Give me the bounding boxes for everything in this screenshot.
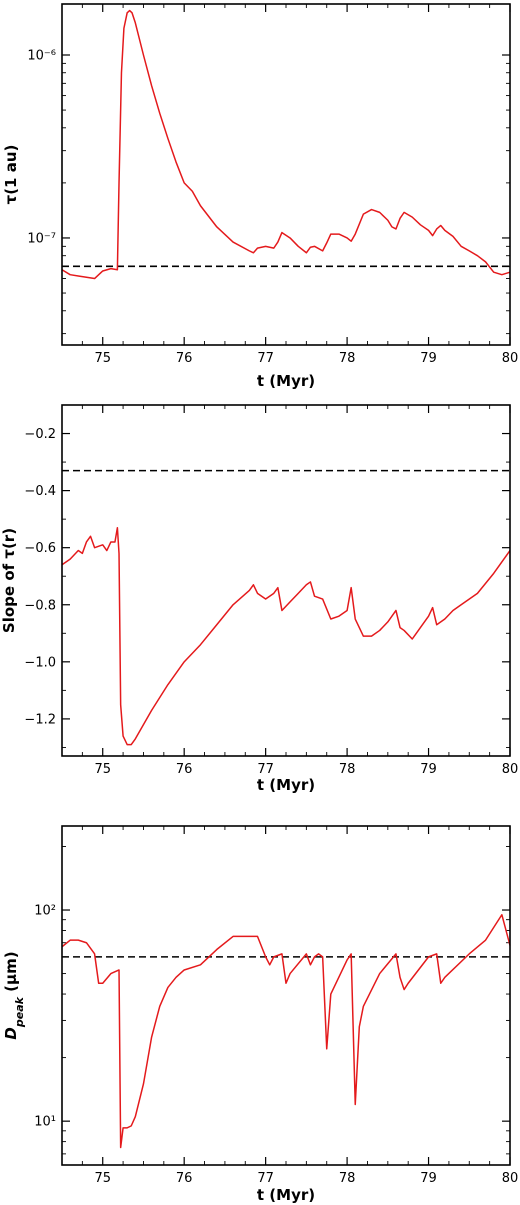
- y-tick-label: −0.2: [24, 427, 56, 442]
- x-tick-label: 78: [339, 351, 356, 366]
- axes-frame: [61, 3, 511, 346]
- x-axis-label: t (Myr): [257, 776, 315, 794]
- x-tick-label: 75: [94, 762, 111, 777]
- y-tick-label: −0.6: [24, 541, 56, 556]
- x-tick-label: 77: [257, 1171, 274, 1186]
- x-tick-label: 77: [257, 351, 274, 366]
- y-tick-label: −1.2: [24, 712, 56, 727]
- x-tick-label: 80: [502, 351, 519, 366]
- y-tick-label: −0.8: [24, 598, 56, 613]
- x-tick-label: 75: [94, 351, 111, 366]
- axes-frame: [61, 825, 511, 1166]
- panel-optical-depth: 75 76 77 78 79 80 10⁻⁷ 10⁻⁶ t (Myr) τ(1 au): [2, 3, 519, 390]
- y-axis-label: Dpeak (μm): [2, 951, 26, 1039]
- y-tick-label: 10⁻⁶: [27, 49, 56, 64]
- series-line: [61, 526, 511, 746]
- x-tick-label: 79: [420, 351, 437, 366]
- panel-slope: 75 76 77 78 79 80 −1.2 −1.0 −0.8 −0.6 −0.4 −0.2 t (M…: [0, 404, 519, 794]
- x-tick-label: 78: [339, 762, 356, 777]
- y-axis-label: τ(1 au): [2, 145, 20, 205]
- y-tick-label: 10⁻⁷: [27, 231, 56, 246]
- x-tick-label: 76: [176, 351, 193, 366]
- axes-frame: [61, 404, 511, 757]
- series-line: [61, 9, 511, 280]
- x-axis-label: t (Myr): [257, 372, 315, 390]
- y-tick-label: −0.4: [24, 484, 56, 499]
- y-tick-label: −1.0: [24, 655, 56, 670]
- y-axis-label: Slope of τ(r): [0, 528, 18, 633]
- x-tick-label: 79: [420, 762, 437, 777]
- y-tick-label: 10²: [34, 904, 56, 919]
- x-tick-label: 79: [420, 1171, 437, 1186]
- x-axis-label: t (Myr): [257, 1186, 315, 1204]
- y-tick-label: 10¹: [34, 1115, 56, 1130]
- x-tick-label: 76: [176, 762, 193, 777]
- panel-peak-diameter: 75 76 77 78 79 80 10¹ 10² t (Myr) Dpeak (μm): [2, 825, 519, 1204]
- x-tick-label: 80: [502, 762, 519, 777]
- x-tick-label: 76: [176, 1171, 193, 1186]
- series-line: [61, 913, 511, 1149]
- x-tick-label: 80: [502, 1171, 519, 1186]
- x-tick-label: 78: [339, 1171, 356, 1186]
- x-tick-label: 75: [94, 1171, 111, 1186]
- x-tick-label: 77: [257, 762, 274, 777]
